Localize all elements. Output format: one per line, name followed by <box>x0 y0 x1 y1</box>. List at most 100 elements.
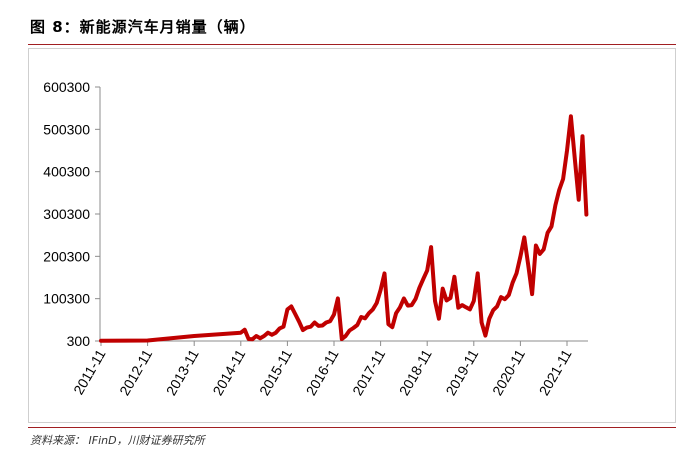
data-point <box>100 340 102 342</box>
data-point <box>426 269 428 271</box>
data-point <box>403 297 405 299</box>
data-point <box>550 225 552 227</box>
series-line <box>99 114 589 343</box>
data-point <box>422 278 424 280</box>
data-point <box>546 232 548 234</box>
title-rule <box>28 44 676 45</box>
data-point <box>344 335 346 337</box>
x-tick-label: 2011-11 <box>70 346 109 397</box>
data-point <box>360 316 362 318</box>
data-point <box>562 178 564 180</box>
data-point <box>469 308 471 310</box>
data-point <box>407 304 409 306</box>
x-tick-label: 2013-11 <box>163 346 202 398</box>
data-point <box>508 294 510 296</box>
data-point <box>585 213 587 215</box>
figure-title: 图 8：新能源汽车月销量（辆） <box>30 18 256 36</box>
data-point <box>364 317 366 319</box>
data-point <box>391 326 393 328</box>
data-point <box>570 115 572 117</box>
data-point <box>267 332 269 334</box>
data-point <box>453 276 455 278</box>
data-point <box>348 329 350 331</box>
sales-line-chart: 300100300200300300300400300500300600300 … <box>43 79 589 398</box>
data-point <box>387 323 389 325</box>
source-rule <box>28 427 676 428</box>
data-point <box>368 312 370 314</box>
data-point <box>395 312 397 314</box>
data-point <box>372 308 374 310</box>
data-point <box>434 300 436 302</box>
data-point <box>325 321 327 323</box>
data-point <box>543 248 545 250</box>
x-tick-label: 2014-11 <box>209 346 248 398</box>
data-point <box>352 327 354 329</box>
data-point <box>259 337 261 339</box>
data-point <box>298 321 300 323</box>
data-point <box>574 158 576 160</box>
data-point <box>515 272 517 274</box>
data-point <box>519 255 521 257</box>
x-tick-label: 2016-11 <box>303 346 342 398</box>
data-point <box>438 318 440 320</box>
data-point <box>255 335 257 337</box>
data-point <box>535 244 537 246</box>
data-point <box>496 305 498 307</box>
y-tick-label: 400300 <box>43 164 90 180</box>
y-tick-label: 500300 <box>43 121 90 137</box>
source-note: 资料来源： IFinD，川财证券研究所 <box>30 434 205 447</box>
y-tick-label: 300300 <box>43 206 90 222</box>
data-point <box>240 332 242 334</box>
x-tick-label: 2020-11 <box>489 346 528 398</box>
data-point <box>278 327 280 329</box>
data-point <box>290 305 292 307</box>
data-point <box>376 302 378 304</box>
data-point <box>310 326 312 328</box>
data-point <box>504 298 506 300</box>
x-tick-label: 2017-11 <box>349 346 388 398</box>
data-point <box>457 307 459 309</box>
data-point <box>465 306 467 308</box>
data-point <box>286 308 288 310</box>
x-tick-label: 2018-11 <box>396 346 435 398</box>
data-point <box>488 318 490 320</box>
y-axis: 300 100300 200300 300300 400300 500300 600300 <box>43 79 101 349</box>
x-axis: 2011-11 2012-11 2013-11 2014-11 2015-11 2016-… <box>70 340 588 398</box>
data-point <box>418 287 420 289</box>
data-point <box>480 321 482 323</box>
data-point <box>581 135 583 137</box>
data-point <box>333 313 335 315</box>
data-point <box>411 304 413 306</box>
data-point <box>383 272 385 274</box>
x-tick-label: 2021-11 <box>536 346 575 398</box>
data-point <box>445 299 447 301</box>
data-point <box>379 289 381 291</box>
data-point <box>282 326 284 328</box>
x-tick-label: 2012-11 <box>116 346 155 398</box>
y-tick-label: 100300 <box>43 291 90 307</box>
x-tick-label: 2015-11 <box>256 346 295 398</box>
data-point <box>329 320 331 322</box>
data-point <box>477 272 479 274</box>
data-point <box>554 204 556 206</box>
data-point <box>558 189 560 191</box>
data-point <box>527 264 529 266</box>
data-point <box>356 324 358 326</box>
data-point <box>531 293 533 295</box>
x-tick-label: 2019-11 <box>442 346 481 398</box>
y-tick-label: 300 <box>67 333 91 349</box>
data-point <box>317 325 319 327</box>
data-point <box>442 287 444 289</box>
data-point <box>500 296 502 298</box>
data-point <box>430 246 432 248</box>
data-point <box>193 335 195 337</box>
data-point <box>449 297 451 299</box>
data-point <box>492 309 494 311</box>
data-point <box>473 300 475 302</box>
data-point <box>263 335 265 337</box>
data-point <box>244 329 246 331</box>
data-point <box>306 326 308 328</box>
data-point <box>566 149 568 151</box>
data-point <box>302 329 304 331</box>
data-point <box>321 324 323 326</box>
